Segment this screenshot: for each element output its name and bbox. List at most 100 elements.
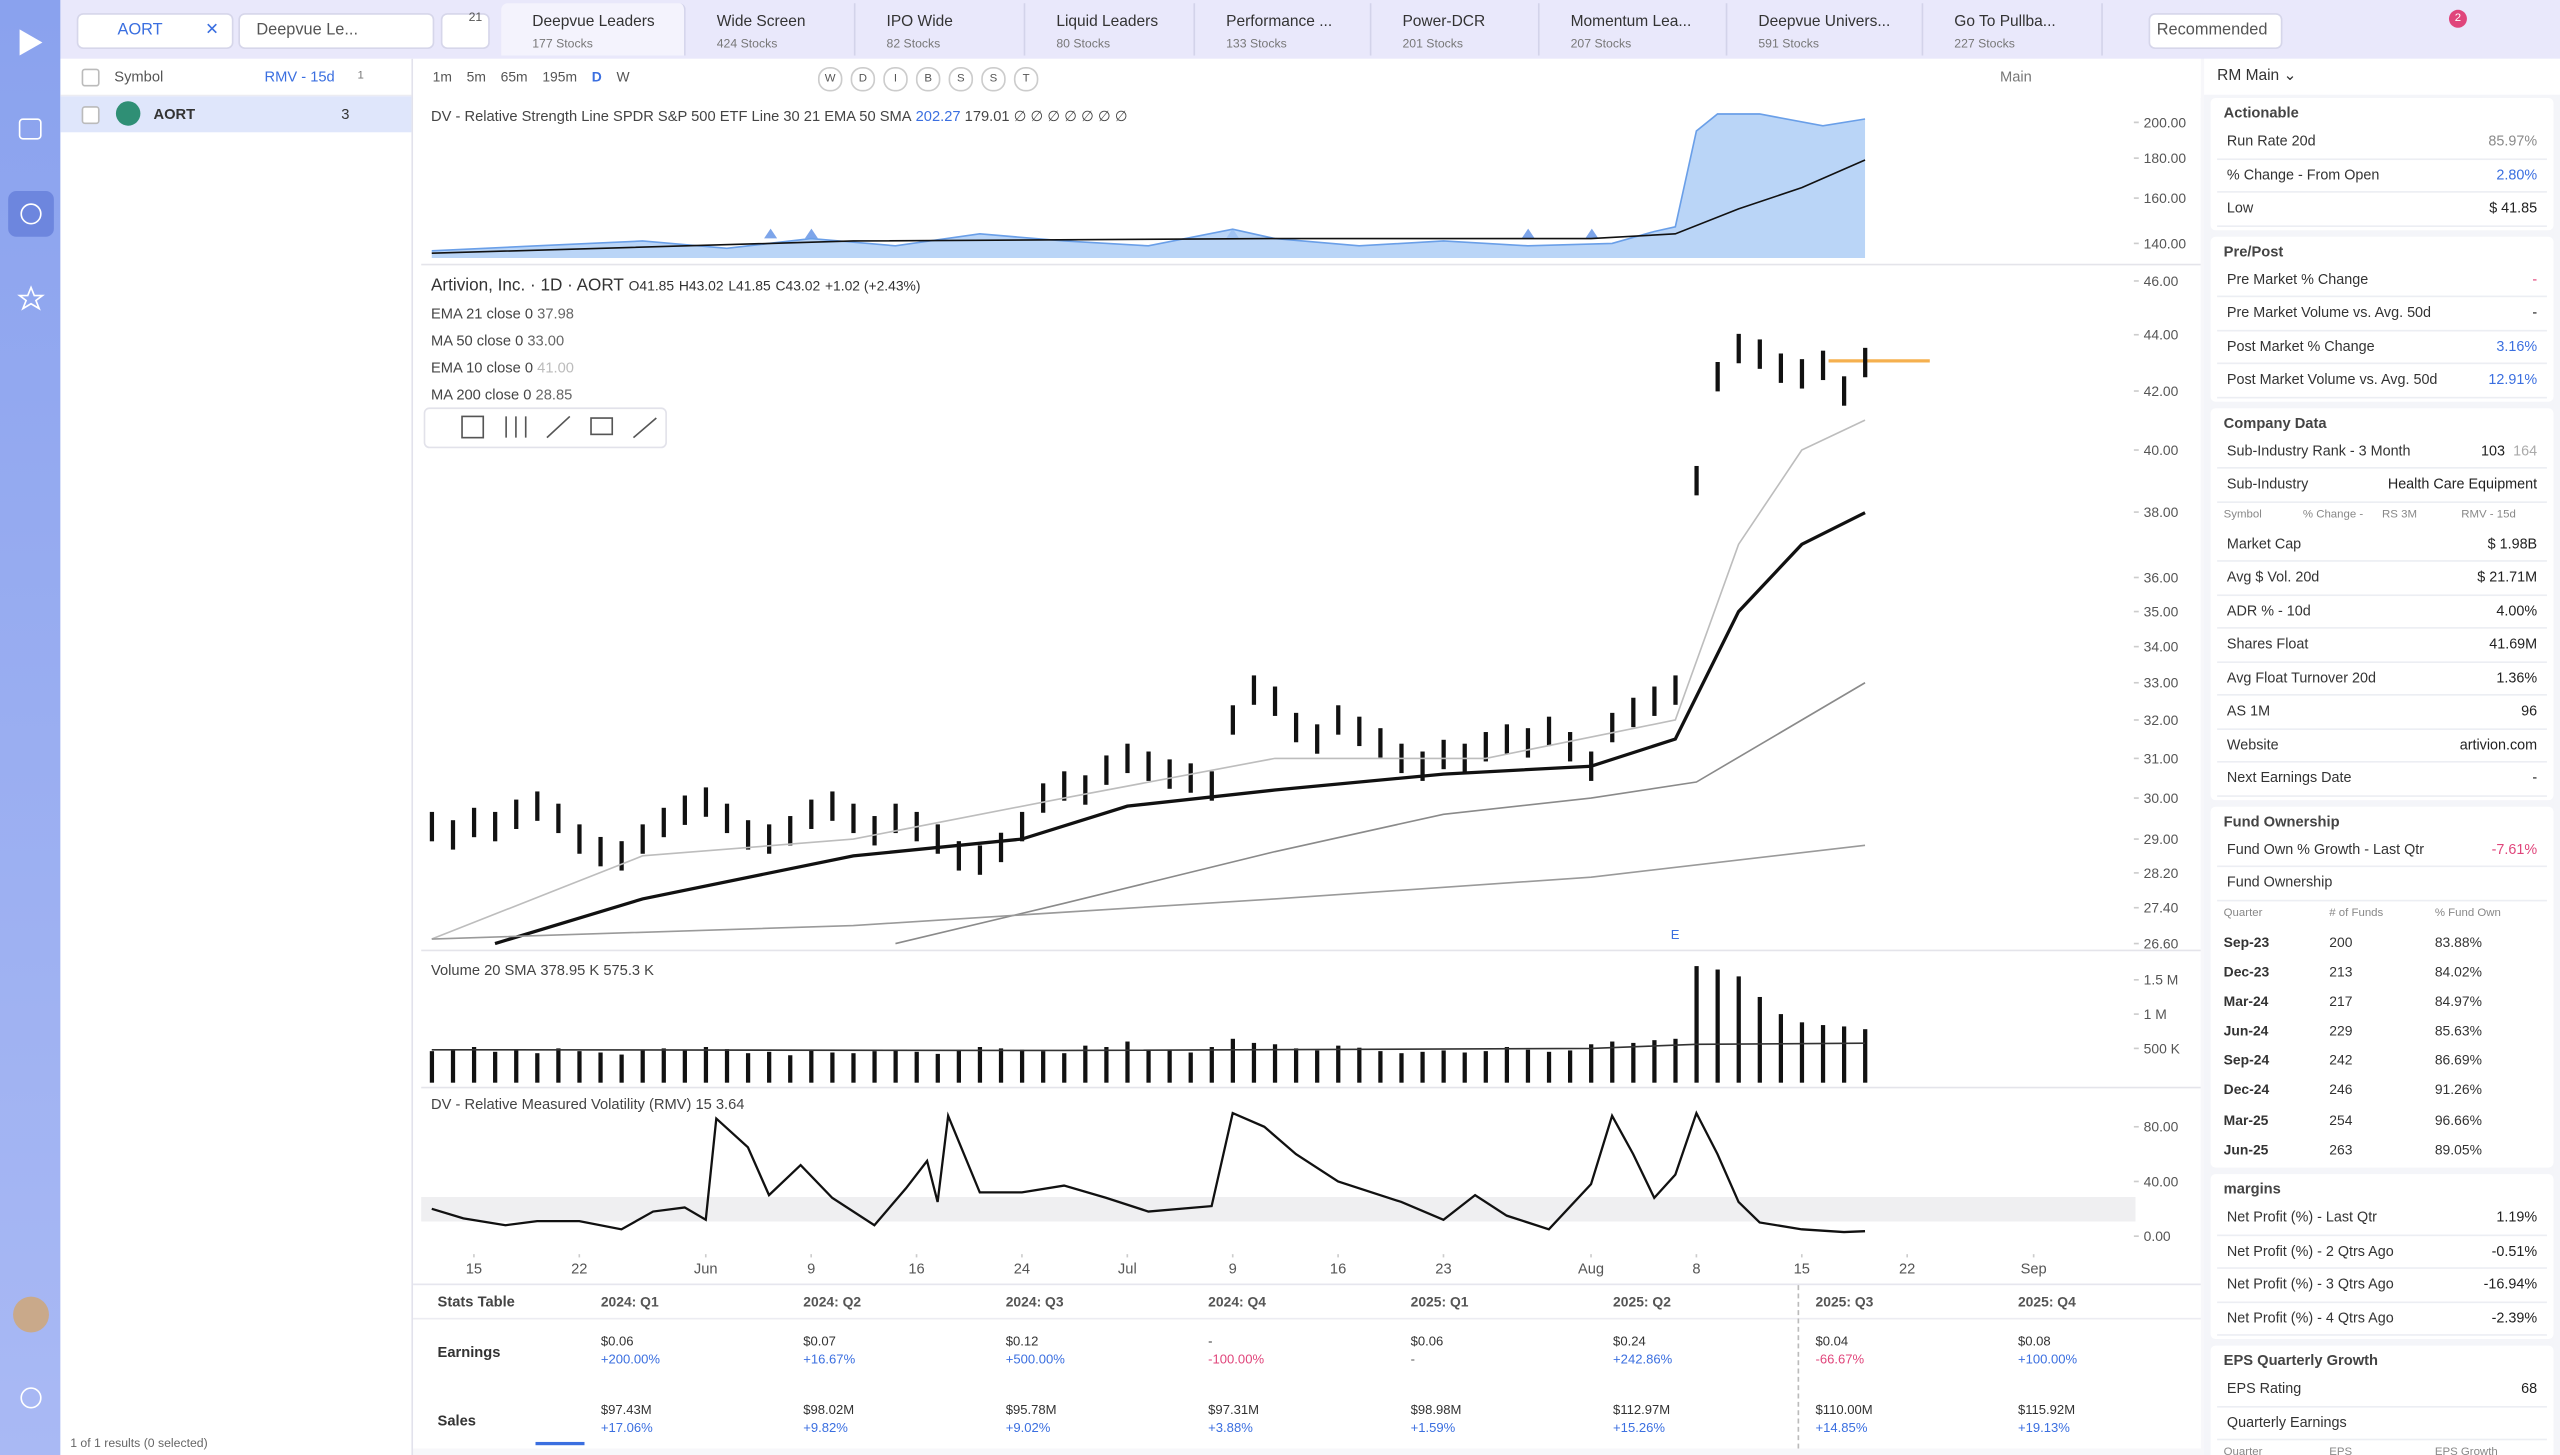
tab[interactable]: Momentum Lea... 207 Stocks bbox=[1540, 3, 1728, 56]
checkbox[interactable] bbox=[81, 106, 100, 125]
column: EPS bbox=[2329, 1446, 2353, 1455]
y-tick-label: 32.00 bbox=[2144, 712, 2179, 728]
tool[interactable] bbox=[461, 415, 485, 439]
column-header: Quarter EPS EPS Growth bbox=[2224, 1440, 2541, 1455]
tab[interactable]: IPO Wide 82 Stocks bbox=[856, 3, 1026, 56]
watchlist-row[interactable]: AORT 3 bbox=[60, 96, 412, 133]
cell: 229 bbox=[2329, 1022, 2353, 1039]
clear[interactable]: ✕ bbox=[205, 21, 219, 40]
timeframe[interactable]: 195m bbox=[542, 68, 578, 85]
icon[interactable] bbox=[17, 285, 45, 311]
timeframe[interactable]: D bbox=[591, 68, 602, 85]
row-value-wrap: 68 bbox=[2521, 1373, 2537, 1405]
volume-bar bbox=[640, 1049, 645, 1083]
row-label: Sub-Industry Rank - 3 Month bbox=[2226, 441, 2411, 459]
volume-bar bbox=[682, 1050, 687, 1083]
col-symbol[interactable]: Symbol bbox=[114, 68, 164, 85]
earnings-marker[interactable]: E bbox=[1671, 927, 1680, 942]
rmv-value: 3 bbox=[341, 106, 350, 123]
row-label: EPS Rating bbox=[2226, 1379, 2302, 1397]
panel-row: Low $ 41.85 bbox=[2217, 193, 2547, 227]
volume-legend: Volume 20 SMA 378.95 K 575.3 K bbox=[431, 963, 654, 979]
tool[interactable] bbox=[546, 415, 571, 439]
filter-button[interactable]: 21 bbox=[440, 10, 490, 49]
tab[interactable]: Deepvue Univers... 591 Stocks bbox=[1727, 3, 1924, 56]
row-label: ADR % - 10d bbox=[2226, 601, 2311, 619]
notification-badge[interactable]: 2 bbox=[2448, 9, 2467, 28]
ohlc: H43.02 bbox=[679, 278, 724, 294]
row-label: Fund Ownership bbox=[2226, 873, 2333, 890]
volume-bar bbox=[1736, 976, 1741, 1083]
tab[interactable]: Go To Pullba... 227 Stocks bbox=[1923, 3, 2103, 56]
icon[interactable] bbox=[20, 1387, 42, 1409]
marker-toggle[interactable]: T bbox=[1013, 66, 1039, 92]
timeframe[interactable]: 1m bbox=[432, 68, 452, 85]
tab-count: 133 Stocks bbox=[1226, 35, 1287, 51]
marker-toggle[interactable]: D bbox=[850, 66, 876, 92]
row-value: -0.51% bbox=[2491, 1241, 2538, 1259]
logo bbox=[19, 29, 43, 56]
panel-title[interactable]: RM Main bbox=[2217, 66, 2280, 85]
search-box[interactable]: AORT ✕ bbox=[76, 13, 234, 49]
row-value: 103 bbox=[2481, 441, 2505, 459]
price-bar bbox=[556, 803, 561, 834]
stats-change: +100.00% bbox=[2017, 1352, 2078, 1367]
volume-bar bbox=[514, 1050, 519, 1083]
tab[interactable]: Performance ... 133 Stocks bbox=[1195, 3, 1372, 56]
tab[interactable]: Deepvue Leaders 177 Stocks bbox=[501, 3, 686, 56]
y-tick-label: 140.00 bbox=[2144, 235, 2187, 251]
ma-value: 28.85 bbox=[536, 388, 573, 404]
tool[interactable] bbox=[505, 416, 527, 438]
ma-label: MA 200 close 0 bbox=[431, 388, 531, 404]
price-bar bbox=[1230, 705, 1235, 735]
tab[interactable]: Liquid Leaders 80 Stocks bbox=[1025, 3, 1196, 56]
panel-row: Run Rate 20d 85.97% bbox=[2217, 126, 2547, 160]
tab-count: 207 Stocks bbox=[1570, 35, 1632, 51]
stats-column: 2024: Q1 bbox=[600, 1293, 659, 1310]
timeframe[interactable]: 65m bbox=[500, 68, 528, 85]
stats-change: +19.13% bbox=[2017, 1420, 2070, 1436]
layout-name[interactable]: Main bbox=[1999, 68, 2032, 85]
volume-bar bbox=[1441, 1050, 1446, 1083]
y-tick-label: 0.00 bbox=[2144, 1228, 2171, 1244]
marker-toggle[interactable]: B bbox=[915, 66, 941, 92]
row-label: Pre Market % Change bbox=[2226, 270, 2369, 287]
row-value-wrap: 103 164 bbox=[2481, 435, 2537, 467]
chart-area: E DV - Relative Strength Line SPDR S&P 5… bbox=[413, 97, 2201, 1284]
column: RS 3M bbox=[2382, 508, 2417, 521]
y-tick-label: 1.5 M bbox=[2144, 972, 2179, 988]
volume-bar bbox=[556, 1048, 561, 1083]
y-tick-label: 500 K bbox=[2144, 1040, 2181, 1056]
checkbox[interactable] bbox=[81, 68, 100, 87]
tool[interactable] bbox=[590, 417, 614, 436]
volume-bar bbox=[1378, 1051, 1383, 1083]
row-label: Post Market % Change bbox=[2226, 337, 2375, 354]
sort-select[interactable]: Recommended ⌄ bbox=[2148, 13, 2283, 72]
volume-bar bbox=[1504, 1047, 1510, 1083]
panel-body: Actionable Run Rate 20d 85.97% % Change - F… bbox=[2204, 97, 2560, 1455]
icon[interactable] bbox=[18, 118, 42, 140]
tab[interactable]: Wide Screen 424 Stocks bbox=[686, 3, 856, 56]
timeframe[interactable]: W bbox=[616, 68, 630, 85]
panel-row: Net Profit (%) - 3 Qtrs Ago -16.94% bbox=[2217, 1269, 2547, 1303]
row-value: Health Care Equipment bbox=[2387, 475, 2538, 492]
icon[interactable] bbox=[20, 203, 42, 225]
stats-change: -100.00% bbox=[1208, 1352, 1265, 1367]
col-rmv[interactable]: RMV - 15d bbox=[264, 68, 335, 85]
marker-toggle[interactable]: S bbox=[981, 66, 1006, 92]
marker-toggle[interactable]: I bbox=[883, 66, 908, 92]
column: % Fund Own bbox=[2434, 907, 2501, 919]
avatar[interactable] bbox=[13, 1296, 49, 1333]
icon-active[interactable] bbox=[8, 191, 54, 237]
timeframe[interactable]: 5m bbox=[466, 68, 486, 85]
tab[interactable]: Power-DCR 201 Stocks bbox=[1371, 3, 1540, 56]
stats-title: Stats Table bbox=[437, 1293, 515, 1310]
marker-toggle[interactable]: S bbox=[948, 66, 974, 92]
marker-toggle[interactable]: W bbox=[817, 66, 843, 92]
tool[interactable] bbox=[632, 417, 657, 439]
watchlist-select[interactable]: Deepvue Le... bbox=[238, 13, 435, 49]
stats-column: 2025: Q1 bbox=[1410, 1293, 1469, 1310]
row-value-wrap: -2.39% bbox=[2492, 1302, 2538, 1334]
price-bar bbox=[450, 820, 456, 850]
line bbox=[431, 159, 1866, 255]
